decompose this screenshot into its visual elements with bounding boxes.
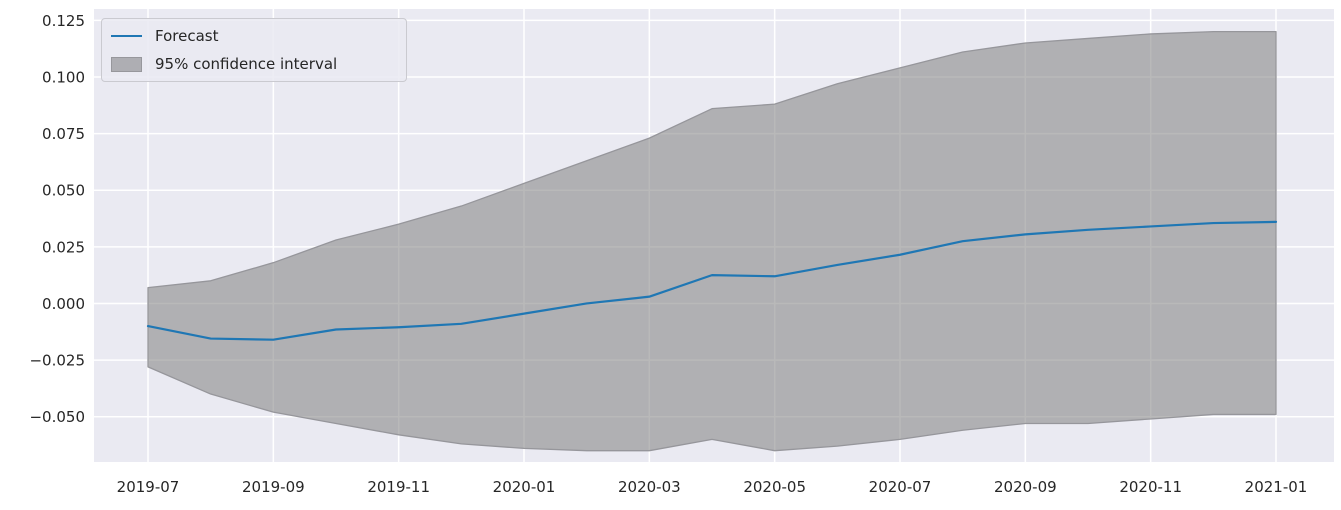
x-tick-label: 2020-03 [618, 478, 681, 496]
y-tick-label: 0.075 [42, 125, 85, 143]
legend: Forecast 95% confidence interval [101, 18, 407, 82]
x-tick-label: 2019-09 [242, 478, 305, 496]
y-tick-label: 0.000 [42, 295, 85, 313]
x-tick-label: 2019-07 [117, 478, 180, 496]
forecast-line-swatch-icon [111, 35, 142, 37]
y-tick-label: 0.100 [42, 68, 85, 86]
y-tick-label: 0.050 [42, 182, 85, 200]
x-tick-label: 2020-01 [493, 478, 556, 496]
x-tick-label: 2020-11 [1119, 478, 1182, 496]
y-tick-label: −0.025 [29, 352, 85, 370]
legend-label-forecast: Forecast [155, 27, 219, 45]
x-tick-label: 2021-01 [1245, 478, 1308, 496]
y-tick-label: 0.025 [42, 238, 85, 256]
confidence-band [147, 30, 1277, 452]
confidence-band-swatch-icon [111, 56, 142, 72]
forecast-line [146, 220, 1278, 341]
y-tick-label: 0.125 [42, 12, 85, 30]
x-tick-label: 2020-05 [743, 478, 806, 496]
x-tick-label: 2019-11 [367, 478, 430, 496]
legend-entry-confidence-interval: 95% confidence interval [111, 54, 406, 75]
y-tick-label: −0.050 [29, 408, 85, 426]
x-tick-label: 2020-09 [994, 478, 1057, 496]
x-tick-label: 2020-07 [869, 478, 932, 496]
legend-entry-forecast: Forecast [111, 26, 406, 47]
legend-label-confidence-interval: 95% confidence interval [155, 55, 338, 73]
